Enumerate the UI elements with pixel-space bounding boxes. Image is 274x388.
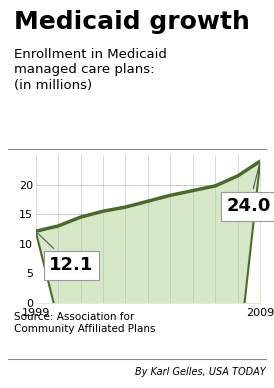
Text: Medicaid growth: Medicaid growth — [14, 10, 250, 34]
Polygon shape — [245, 161, 260, 303]
Text: 12.1: 12.1 — [38, 233, 93, 274]
Polygon shape — [36, 231, 54, 303]
Text: By Karl Gelles, USA TODAY: By Karl Gelles, USA TODAY — [135, 367, 266, 378]
Text: 24.0: 24.0 — [227, 164, 271, 215]
Text: Enrollment in Medicaid
managed care plans:
(in millions): Enrollment in Medicaid managed care plan… — [14, 48, 167, 92]
Text: Source: Association for
Community Affiliated Plans: Source: Association for Community Affili… — [14, 312, 155, 334]
